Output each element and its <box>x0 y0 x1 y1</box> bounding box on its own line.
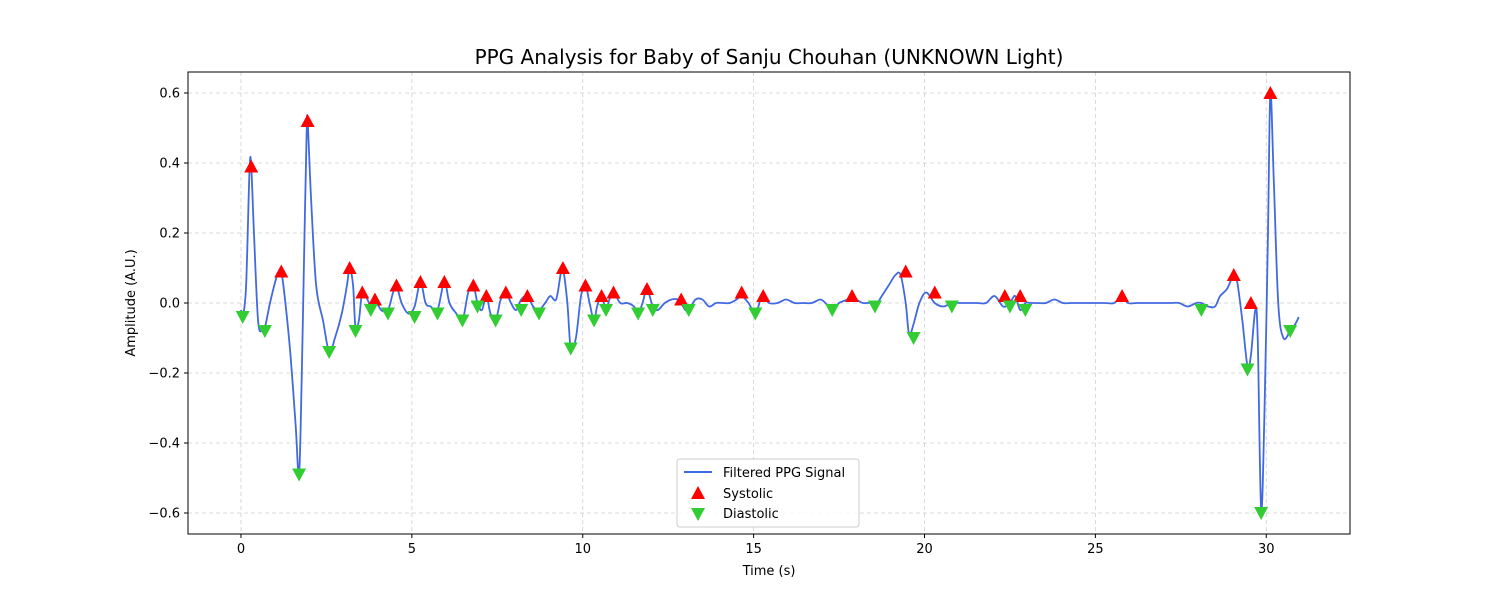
diastolic-marker <box>488 314 503 328</box>
diastolic-marker <box>531 307 546 321</box>
systolic-marker <box>845 289 860 302</box>
y-tick-label: −0.6 <box>148 507 180 522</box>
diastolic-marker <box>645 304 660 317</box>
systolic-marker <box>555 261 570 274</box>
y-tick-label: 0.6 <box>159 87 180 102</box>
diastolic-marker <box>598 304 613 317</box>
x-tick-label: 20 <box>916 542 933 557</box>
diastolic-marker <box>430 307 445 321</box>
x-tick-label: 5 <box>408 542 416 557</box>
systolic-marker <box>756 289 771 302</box>
diastolic-marker <box>235 311 250 324</box>
systolic-marker <box>639 282 654 295</box>
legend-label-signal: Filtered PPG Signal <box>723 466 845 481</box>
systolic-marker <box>244 159 259 173</box>
x-tick-label: 30 <box>1258 542 1275 557</box>
y-tick-label: 0.0 <box>159 297 180 312</box>
diastolic-marker <box>348 325 363 338</box>
systolic-marker <box>578 278 593 292</box>
systolic-marker <box>1115 289 1130 302</box>
diastolic-marker <box>322 346 337 359</box>
systolic-marker <box>498 285 513 299</box>
legend: Filtered PPG Signal Systolic Diastolic <box>676 458 860 528</box>
systolic-marker <box>466 278 481 292</box>
legend-diastolic-marker <box>691 508 705 521</box>
systolic-marker <box>594 289 609 302</box>
diastolic-marker <box>1018 304 1033 317</box>
diastolic-marker <box>455 314 470 328</box>
diastolic-marker <box>587 314 602 328</box>
x-tick-label: 25 <box>1087 542 1104 557</box>
y-tick-label: 0.4 <box>159 157 180 172</box>
diastolic-marker <box>1002 300 1017 314</box>
x-tick-label: 0 <box>237 542 245 557</box>
systolic-marker <box>1263 86 1278 99</box>
diastolic-marker <box>380 307 395 321</box>
systolic-marker <box>342 261 357 274</box>
systolic-marker <box>389 278 404 292</box>
systolic-marker <box>927 285 942 299</box>
y-axis-label: Amplitude (A.U.) <box>124 249 139 356</box>
diastolic-marker <box>631 307 646 321</box>
systolic-marker <box>520 289 535 302</box>
diastolic-marker <box>363 304 378 317</box>
systolic-marker <box>1226 268 1241 281</box>
legend-label-systolic: Systolic <box>723 487 773 502</box>
systolic-marker <box>734 285 749 299</box>
diastolic-marker <box>681 304 696 317</box>
y-tick-label: −0.2 <box>148 367 180 382</box>
diastolic-marker <box>944 300 959 314</box>
diastolic-marker <box>1240 363 1255 377</box>
systolic-marker <box>413 275 428 288</box>
x-tick-label: 15 <box>745 542 762 557</box>
systolic-marker <box>898 264 913 278</box>
x-tick-label: 10 <box>574 542 591 557</box>
diastolic-marker <box>825 304 840 317</box>
diastolic-marker <box>867 300 882 314</box>
diastolic-marker <box>257 325 272 338</box>
diastolic-marker <box>748 307 763 321</box>
chart-title: PPG Analysis for Baby of Sanju Chouhan (… <box>475 45 1064 69</box>
systolic-marker <box>1243 296 1258 309</box>
diastolic-marker <box>1194 304 1209 317</box>
plot-data <box>235 86 1300 520</box>
systolic-marker <box>997 289 1012 302</box>
legend-label-diastolic: Diastolic <box>723 507 779 522</box>
diastolic-marker <box>470 300 485 314</box>
y-tick-label: 0.2 <box>159 227 180 242</box>
diastolic-marker <box>292 468 307 482</box>
systolic-marker <box>437 275 452 288</box>
systolic-marker <box>1013 289 1028 302</box>
axis-ticks: 0 5 10 15 20 25 30 −0.6 −0.4 −0.2 0.0 0.2 0.4 0.6 <box>148 87 1274 558</box>
legend-systolic-marker <box>691 486 705 499</box>
systolic-marker <box>479 289 494 302</box>
systolic-marker <box>674 292 689 306</box>
diastolic-marker <box>1283 325 1298 338</box>
diastolic-marker <box>514 304 529 317</box>
legend-box <box>676 458 860 528</box>
diastolic-marker <box>563 342 578 356</box>
diastolic-marker <box>407 311 422 324</box>
systolic-marker <box>300 114 315 127</box>
diastolic-marker <box>906 332 921 345</box>
systolic-marker <box>355 285 370 299</box>
systolic-marker <box>606 285 621 299</box>
systolic-marker <box>274 264 289 278</box>
x-axis-label: Time (s) <box>742 564 796 579</box>
diastolic-marker <box>1254 507 1269 520</box>
y-tick-label: −0.4 <box>148 437 180 452</box>
systolic-marker <box>367 292 382 306</box>
